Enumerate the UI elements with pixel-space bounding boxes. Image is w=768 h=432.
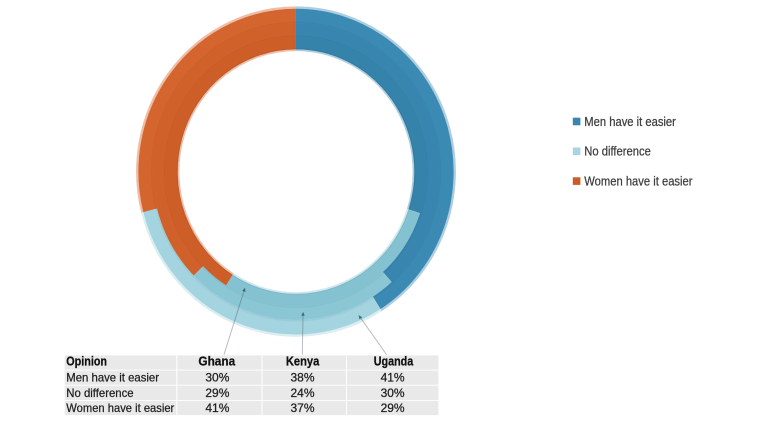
svg-text:38%: 38% (290, 371, 314, 385)
svg-text:41%: 41% (205, 401, 229, 415)
svg-text:No difference: No difference (66, 386, 134, 400)
svg-text:Uganda: Uganda (374, 354, 414, 368)
svg-text:Opinion: Opinion (66, 354, 107, 368)
svg-text:Ghana: Ghana (198, 354, 236, 368)
svg-text:41%: 41% (381, 371, 405, 385)
svg-text:Men have it easier: Men have it easier (584, 115, 676, 129)
svg-text:24%: 24% (290, 386, 314, 400)
svg-text:29%: 29% (381, 401, 405, 415)
svg-text:30%: 30% (381, 386, 405, 400)
svg-text:Women have it easier: Women have it easier (584, 174, 692, 188)
svg-text:Kenya: Kenya (286, 354, 320, 368)
svg-text:Men have it easier: Men have it easier (66, 371, 159, 385)
svg-text:29%: 29% (205, 386, 229, 400)
svg-text:Women have it easier: Women have it easier (66, 401, 174, 415)
svg-text:No difference: No difference (584, 145, 651, 159)
svg-text:37%: 37% (290, 401, 314, 415)
svg-text:30%: 30% (205, 371, 229, 385)
